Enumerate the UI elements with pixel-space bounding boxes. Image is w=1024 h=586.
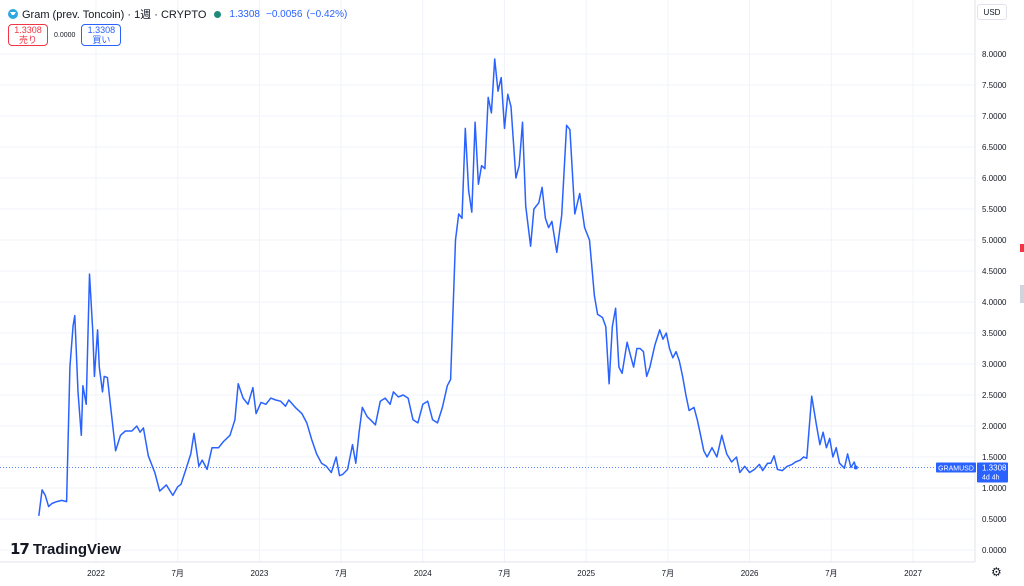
y-tick-label: 7.5000: [982, 81, 1007, 90]
y-tick-label: 0.5000: [982, 515, 1007, 524]
y-tick-label: 1.5000: [982, 453, 1007, 462]
sell-button[interactable]: 1.3308 売り: [8, 24, 48, 46]
side-marker-red: [1020, 244, 1024, 252]
y-tick-label: 2.0000: [982, 422, 1007, 431]
x-tick-label: 7月: [825, 569, 837, 578]
y-tick-label: 7.0000: [982, 112, 1007, 121]
y-tick-label: 5.5000: [982, 205, 1007, 214]
x-tick-label: 2024: [414, 569, 432, 578]
time-axis[interactable]: 2022 7月 2023 7月 2024 7月 2025 7月 2026 7月 2027: [87, 569, 922, 578]
x-tick-label: 7月: [498, 569, 510, 578]
x-tick-label: 2022: [87, 569, 105, 578]
price-tag: [977, 462, 1008, 483]
price-change: −0.0056: [266, 8, 303, 20]
y-tick-label: 5.0000: [982, 236, 1007, 245]
x-tick-label: 2026: [741, 569, 759, 578]
tradingview-logo[interactable]: 17 TradingView: [10, 540, 121, 558]
symbol-title[interactable]: Gram (prev. Toncoin) · 1週 · CRYPTO: [22, 9, 207, 21]
symbol-tag-label: GRAMUSD: [938, 465, 974, 472]
sell-price: 1.3308: [14, 25, 42, 35]
y-tick-label: 4.5000: [982, 267, 1007, 276]
price-tag-value: 1.3308: [982, 463, 1007, 472]
settings-gear-icon[interactable]: ⚙: [991, 565, 1002, 579]
series-layer: [38, 58, 858, 516]
y-tick-label: 3.0000: [982, 360, 1007, 369]
price-change-pct: (−0.42%): [306, 8, 348, 20]
x-tick-label: 2023: [251, 569, 269, 578]
spread-value: 0.0000: [54, 31, 76, 39]
y-tick-label: 2.5000: [982, 391, 1007, 400]
buy-button[interactable]: 1.3308 買い: [81, 24, 122, 46]
x-tick-label: 2027: [904, 569, 922, 578]
x-tick-label: 7月: [662, 569, 674, 578]
y-tick-label: 3.5000: [982, 329, 1007, 338]
y-tick-label: 4.0000: [982, 298, 1007, 307]
last-price-tag-layer: GRAMUSD 1.3308 4d 4h: [0, 462, 1008, 483]
y-tick-label: 6.0000: [982, 174, 1007, 183]
symbol-header: Gram (prev. Toncoin) · 1週 · CRYPTO 1.330…: [8, 6, 347, 22]
x-tick-label: 7月: [335, 569, 347, 578]
last-price: 1.3308: [229, 8, 260, 20]
trade-buttons: 1.3308 売り 0.0000 1.3308 買い: [8, 24, 122, 46]
gram-coin-icon: [8, 9, 18, 19]
side-scroll-handle[interactable]: [1020, 285, 1024, 303]
currency-selector[interactable]: USD: [977, 4, 1007, 20]
buy-label: 買い: [92, 35, 111, 45]
price-series-line: [38, 58, 857, 516]
x-tick-label: 7月: [171, 569, 183, 578]
buy-price: 1.3308: [87, 25, 116, 35]
price-axis[interactable]: 0.0000 0.5000 1.0000 1.5000 2.0000 2.5000 3.00…: [982, 50, 1007, 555]
x-tick-label: 2025: [577, 569, 595, 578]
y-tick-label: 8.0000: [982, 50, 1007, 59]
tradingview-logo-icon: 17: [10, 540, 30, 558]
symbol-tag: [936, 462, 976, 473]
y-tick-label: 0.0000: [982, 546, 1007, 555]
chart-grid: [0, 0, 975, 562]
tradingview-logo-text: TradingView: [32, 540, 121, 558]
price-tag-countdown: 4d 4h: [982, 474, 1000, 481]
y-tick-label: 1.0000: [982, 484, 1007, 493]
sell-label: 売り: [18, 35, 37, 45]
y-tick-label: 6.5000: [982, 143, 1007, 152]
market-status-icon[interactable]: [214, 10, 222, 18]
